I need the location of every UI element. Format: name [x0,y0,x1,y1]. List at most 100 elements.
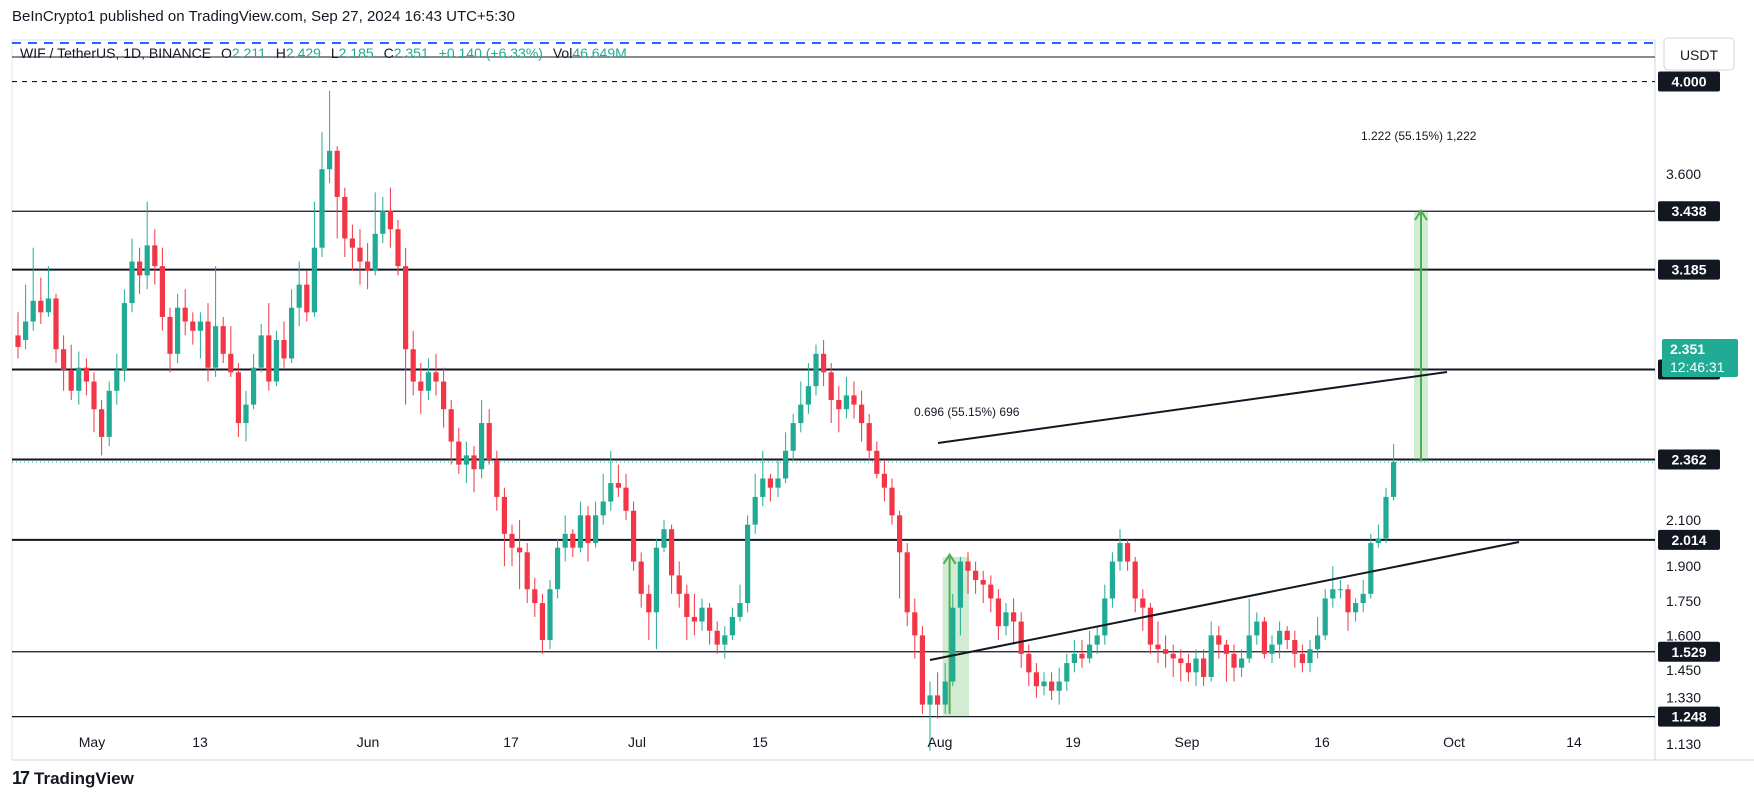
candle-body [486,423,492,460]
candle-body [684,593,690,617]
svg-text:WIF / TetherUS, 1D, BINANCE: WIF / TetherUS, 1D, BINANCE O2.211 H2.42… [20,45,627,61]
candle-body [585,515,591,544]
candle-body [1231,653,1237,668]
candle-body [334,150,340,197]
legend-high-label: H [276,45,286,61]
candle-body [707,607,713,631]
candle-body [494,460,500,497]
candle-body [1064,663,1070,682]
candle-body [577,515,583,548]
candle-body [547,589,553,640]
candle-body [144,245,150,276]
legend-low: 2.185 [339,45,374,61]
legend-high: 2.429 [286,45,321,61]
level-label: 4.000 [1671,74,1706,90]
candle-body [524,552,530,590]
candle-body [281,340,287,359]
candle-body [1208,635,1214,677]
candle-body [433,372,439,382]
candle-body [919,635,925,705]
candle-body [745,524,751,604]
time-tick-label: Jul [628,734,646,750]
level-label: 1.529 [1671,644,1706,660]
level-label-box [1658,71,1720,92]
chart-frame [11,39,1754,761]
legend-change: +0.140 (+6.33%) [439,45,543,61]
candle-body [714,630,720,645]
tradingview-brand: TradingView [34,768,134,788]
candle-body [995,598,1001,627]
candle-body [76,367,82,391]
candle-body [1345,589,1351,613]
candle-body [167,316,173,354]
candle-body [182,307,188,322]
measure-arrowhead-1 [942,552,957,565]
candle-body [904,552,910,613]
candle-body [1147,607,1153,645]
legend-open-label: O [221,45,232,61]
candle-body [1033,672,1039,687]
candle-body [813,353,819,387]
candle-body [805,386,811,405]
candle-body [676,575,682,594]
candle-body [1170,653,1176,659]
time-axis[interactable]: May 13 Jun 17 Jul 15 Aug 19 Sep 16 Oct 14 [79,734,1582,750]
currency-button[interactable]: USDT [1663,37,1735,71]
legend-close-label: C [384,45,394,61]
time-tick-label: May [79,734,105,750]
candle-body [289,307,295,359]
candle-body [767,478,773,488]
candle-body [897,515,903,553]
level-label: 3.438 [1671,203,1706,219]
candle-body [1353,603,1359,613]
candle-body [1079,653,1085,659]
candle-body [737,603,743,617]
candle-body [1163,649,1169,654]
candle-body [669,529,675,576]
candle-body [722,635,728,645]
time-tick-label: 15 [752,734,768,750]
candle-body [1125,543,1131,562]
candle-body [615,483,621,488]
time-tick-label: 13 [192,734,208,750]
candle-body [980,580,986,585]
price-axis[interactable]: 3.600 2.100 1.900 1.750 1.600 1.450 1.330 1.130 [1666,166,1701,752]
candle-body [889,487,895,516]
tradingview-logo[interactable]: 17 TradingView [12,768,134,789]
candle-body [783,450,789,479]
candle-body [357,247,363,262]
level-label-box [1658,259,1720,280]
candle-body [159,266,165,317]
candle-body [950,607,956,682]
level-lines [12,42,1655,718]
candle-body [1246,635,1252,659]
candle-body [1193,658,1199,673]
candle-body [1003,612,1009,627]
candle-body [1018,621,1024,654]
time-tick-label: Sep [1175,734,1200,750]
candle-body [121,303,127,370]
candle-body [349,238,355,248]
candles [15,90,1397,751]
tradingview-logo-icon: 17 [12,768,30,788]
candle-body [608,483,614,502]
currency-label: USDT [1680,47,1719,63]
trendlines[interactable] [929,371,1520,661]
candle-body [1026,653,1032,673]
candle-body [1041,681,1047,687]
measure-tools[interactable] [942,208,1428,717]
candle-body [1315,635,1321,650]
candle-body [646,593,652,613]
candle-body [53,298,59,350]
candle-body [532,589,538,604]
level-label-box [1658,201,1720,222]
candle-body [843,395,849,410]
candle-body [1337,589,1343,591]
level-label-box [1658,706,1720,727]
candle-body [23,321,29,340]
publisher-header: BeInCrypto1 published on TradingView.com… [12,8,515,25]
candle-body [600,501,606,516]
symbol-legend[interactable]: WIF / TetherUS, 1D, BINANCE O2.211 H2.42… [20,45,627,61]
candle-body [555,547,561,590]
